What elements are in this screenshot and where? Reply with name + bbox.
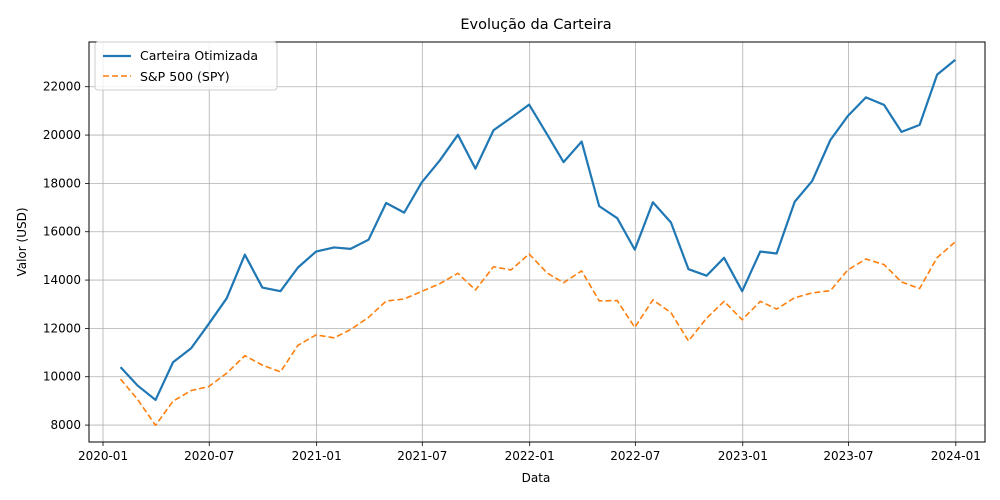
x-tick-label: 2020-07 — [184, 449, 234, 463]
axis-ticks: 2020-01 2020-07 2021-01 2021-07 2022-01 2022-… — [43, 80, 981, 463]
series-lines — [119, 59, 956, 427]
y-tick-label: 16000 — [43, 225, 81, 239]
y-tick-label: 12000 — [43, 321, 81, 335]
y-tick-label: 22000 — [43, 80, 81, 94]
y-tick-label: 18000 — [43, 176, 81, 190]
series-line-carteira — [119, 59, 956, 402]
x-tick-label: 2021-07 — [397, 449, 447, 463]
x-tick-label: 2023-07 — [823, 449, 873, 463]
y-tick-label: 14000 — [43, 273, 81, 287]
legend-label-spy: S&P 500 (SPY) — [140, 69, 230, 84]
x-tick-label: 2024-01 — [931, 449, 981, 463]
chart-title: Evolução da Carteira — [460, 17, 611, 33]
legend: Carteira Otimizada S&P 500 (SPY) — [94, 41, 278, 91]
y-tick-label: 10000 — [43, 370, 81, 384]
x-tick-label: 2020-01 — [78, 449, 128, 463]
y-tick-label: 20000 — [43, 128, 81, 142]
y-axis-title: Valor (USD) — [15, 207, 29, 276]
legend-label-carteira: Carteira Otimizada — [140, 48, 258, 63]
gridlines — [89, 42, 985, 442]
legend-box — [94, 41, 278, 91]
x-tick-label: 2023-01 — [718, 449, 768, 463]
x-axis-title: Data — [522, 471, 551, 485]
x-tick-label: 2021-01 — [292, 449, 342, 463]
x-tick-label: 2022-01 — [505, 449, 555, 463]
series-line-spy — [119, 241, 956, 427]
plot-area-frame — [88, 41, 986, 443]
y-tick-label: 8000 — [50, 418, 81, 432]
x-tick-label: 2022-07 — [610, 449, 660, 463]
